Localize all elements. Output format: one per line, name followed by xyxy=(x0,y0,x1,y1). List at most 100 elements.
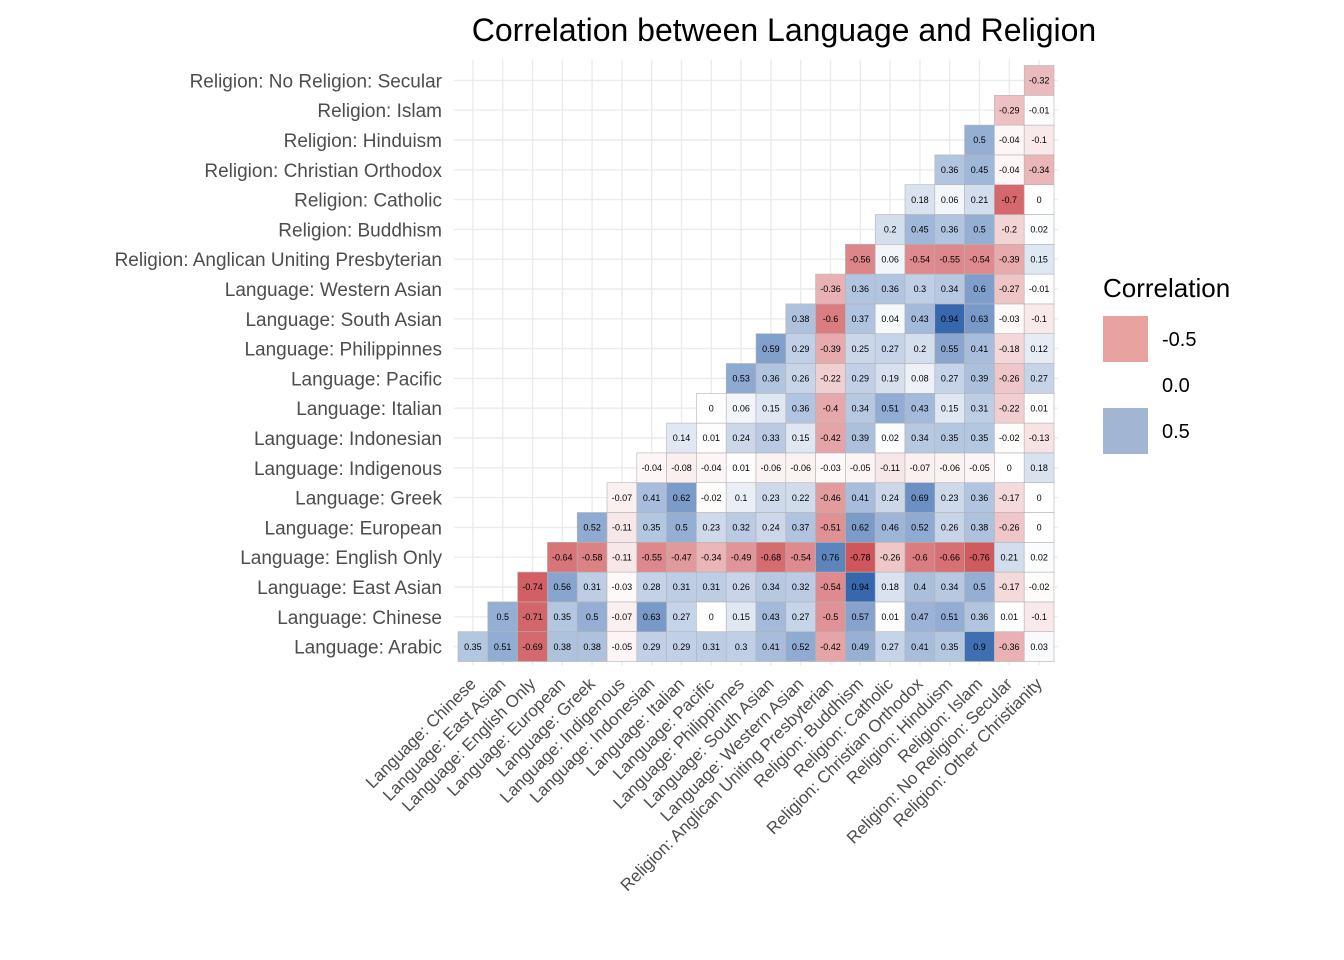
heatmap-cell xyxy=(845,541,876,573)
heatmap-cell xyxy=(1023,333,1055,364)
cell-value-label: -0.4 xyxy=(823,403,839,413)
heatmap-cell xyxy=(547,631,578,662)
heatmap-cell xyxy=(845,631,876,662)
heatmap-cell xyxy=(636,452,667,483)
cell-value-label: 0.18 xyxy=(1030,463,1048,473)
legend-key-label: -0.5 xyxy=(1162,329,1196,351)
y-tick-label-language-greek: Language: Greek xyxy=(295,489,442,510)
heatmap-cell xyxy=(815,333,846,364)
cell-value-label: 0.01 xyxy=(881,612,899,622)
cell-value-label: -0.11 xyxy=(612,552,632,562)
heatmap-cell xyxy=(487,601,518,633)
cell-value-label: -0.36 xyxy=(820,284,841,294)
heatmap-cell xyxy=(606,631,638,662)
heatmap-cell xyxy=(666,512,697,543)
cell-value-label: 0.14 xyxy=(673,433,691,443)
heatmap-cell xyxy=(576,541,608,573)
cell-value-label: 0.23 xyxy=(703,523,721,533)
cell-value-label: 0.37 xyxy=(852,314,870,324)
heatmap-cell xyxy=(755,512,787,543)
cell-value-label: -0.32 xyxy=(1029,76,1050,86)
cell-value-label: 0.31 xyxy=(703,582,721,592)
y-tick-label-language-chinese: Language: Chinese xyxy=(277,608,442,629)
cell-value-label: -0.42 xyxy=(820,433,841,443)
cell-value-label: 0.06 xyxy=(732,403,750,413)
cell-value-label: 0.47 xyxy=(911,612,929,622)
cell-value-label: -0.07 xyxy=(612,612,633,622)
heatmap-cell xyxy=(994,303,1025,334)
cell-value-label: 0.32 xyxy=(732,523,750,533)
y-tick-label-religion-catholic: Religion: Catholic xyxy=(294,191,442,212)
y-tick-label-language-indonesian: Language: Indonesian xyxy=(254,429,442,450)
heatmap-cell xyxy=(457,631,489,662)
heatmap-cell xyxy=(666,631,697,662)
cell-value-label: 0.35 xyxy=(941,433,959,443)
cell-value-label: 0.15 xyxy=(762,403,780,413)
cell-value-label: 0.15 xyxy=(792,433,810,443)
heatmap-cell xyxy=(994,95,1025,126)
cell-value-label: 0.38 xyxy=(554,642,572,652)
heatmap-cell xyxy=(964,363,995,394)
cell-value-label: 0.56 xyxy=(554,582,572,592)
cell-value-label: -0.74 xyxy=(522,582,543,592)
cell-value-label: -0.68 xyxy=(761,552,782,562)
cell-value-label: 0.02 xyxy=(881,433,899,443)
cell-value-label: 0.43 xyxy=(762,612,780,622)
cell-value-label: -0.08 xyxy=(671,463,692,473)
heatmap-cell xyxy=(934,512,965,543)
cell-value-label: 0.39 xyxy=(971,374,989,384)
cell-value-label: -0.7 xyxy=(1002,195,1018,205)
cell-value-label: 0.45 xyxy=(911,225,929,235)
heatmap-cell xyxy=(994,363,1025,394)
heatmap-cell xyxy=(994,392,1025,424)
cell-value-label: 0.31 xyxy=(703,642,721,652)
cell-value-label: 0.18 xyxy=(911,195,929,205)
cell-value-label: 0.41 xyxy=(971,344,989,354)
cell-value-label: 0.52 xyxy=(792,642,810,652)
cell-value-label: 0.27 xyxy=(1030,374,1048,384)
heatmap-cell xyxy=(934,541,965,573)
heatmap-cell xyxy=(994,273,1025,305)
cell-value-label: -0.07 xyxy=(612,493,633,503)
chart-title: Correlation between Language and Religio… xyxy=(472,12,1096,48)
y-tick-label-language-east-asian: Language: East Asian xyxy=(257,578,442,599)
legend-key-label: 0.5 xyxy=(1162,421,1190,443)
heatmap-cell xyxy=(666,452,697,483)
cell-value-label: 0.21 xyxy=(971,195,989,205)
cell-value-label: 0.94 xyxy=(852,582,870,592)
y-tick-label-religion-islam: Religion: Islam xyxy=(317,101,442,122)
cell-value-label: 0.36 xyxy=(762,374,780,384)
y-tick-label-language-philippinnes: Language: Philippinnes xyxy=(244,340,442,361)
heatmap-cell xyxy=(666,422,697,454)
heatmap-cell xyxy=(1023,512,1055,543)
cell-value-label: 0.3 xyxy=(914,284,927,294)
cell-value-label: 0.35 xyxy=(643,523,661,533)
heatmap-cell xyxy=(874,541,906,573)
heatmap-cell xyxy=(725,363,757,394)
cell-value-label: 0.49 xyxy=(852,642,870,652)
cell-value-label: -0.04 xyxy=(641,463,662,473)
heatmap-cell xyxy=(845,571,876,603)
heatmap-cell xyxy=(874,244,906,275)
y-tick-label-religion-no-religion-secular: Religion: No Religion: Secular xyxy=(190,71,443,92)
cell-value-label: -0.42 xyxy=(820,642,841,652)
cell-value-label: 0.38 xyxy=(971,523,989,533)
heatmap-cell xyxy=(547,541,578,573)
heatmap-cell xyxy=(755,541,787,573)
heatmap-cell xyxy=(845,512,876,543)
cell-value-label: 0.38 xyxy=(583,642,601,652)
heatmap-cell xyxy=(725,601,757,633)
heatmap-cell xyxy=(576,571,608,603)
cell-value-label: -0.2 xyxy=(1002,225,1018,235)
cell-value-label: -0.58 xyxy=(582,552,603,562)
cell-value-label: 0.9 xyxy=(973,642,986,652)
heatmap-cell xyxy=(815,363,846,394)
cell-value-label: 0.45 xyxy=(971,165,989,175)
cell-value-label: -0.17 xyxy=(999,582,1020,592)
heatmap-cell xyxy=(755,363,787,394)
heatmap-cell xyxy=(904,422,936,454)
heatmap-cell xyxy=(1023,154,1055,185)
heatmap-cell xyxy=(1023,392,1055,424)
cell-value-label: 0.57 xyxy=(852,612,870,622)
